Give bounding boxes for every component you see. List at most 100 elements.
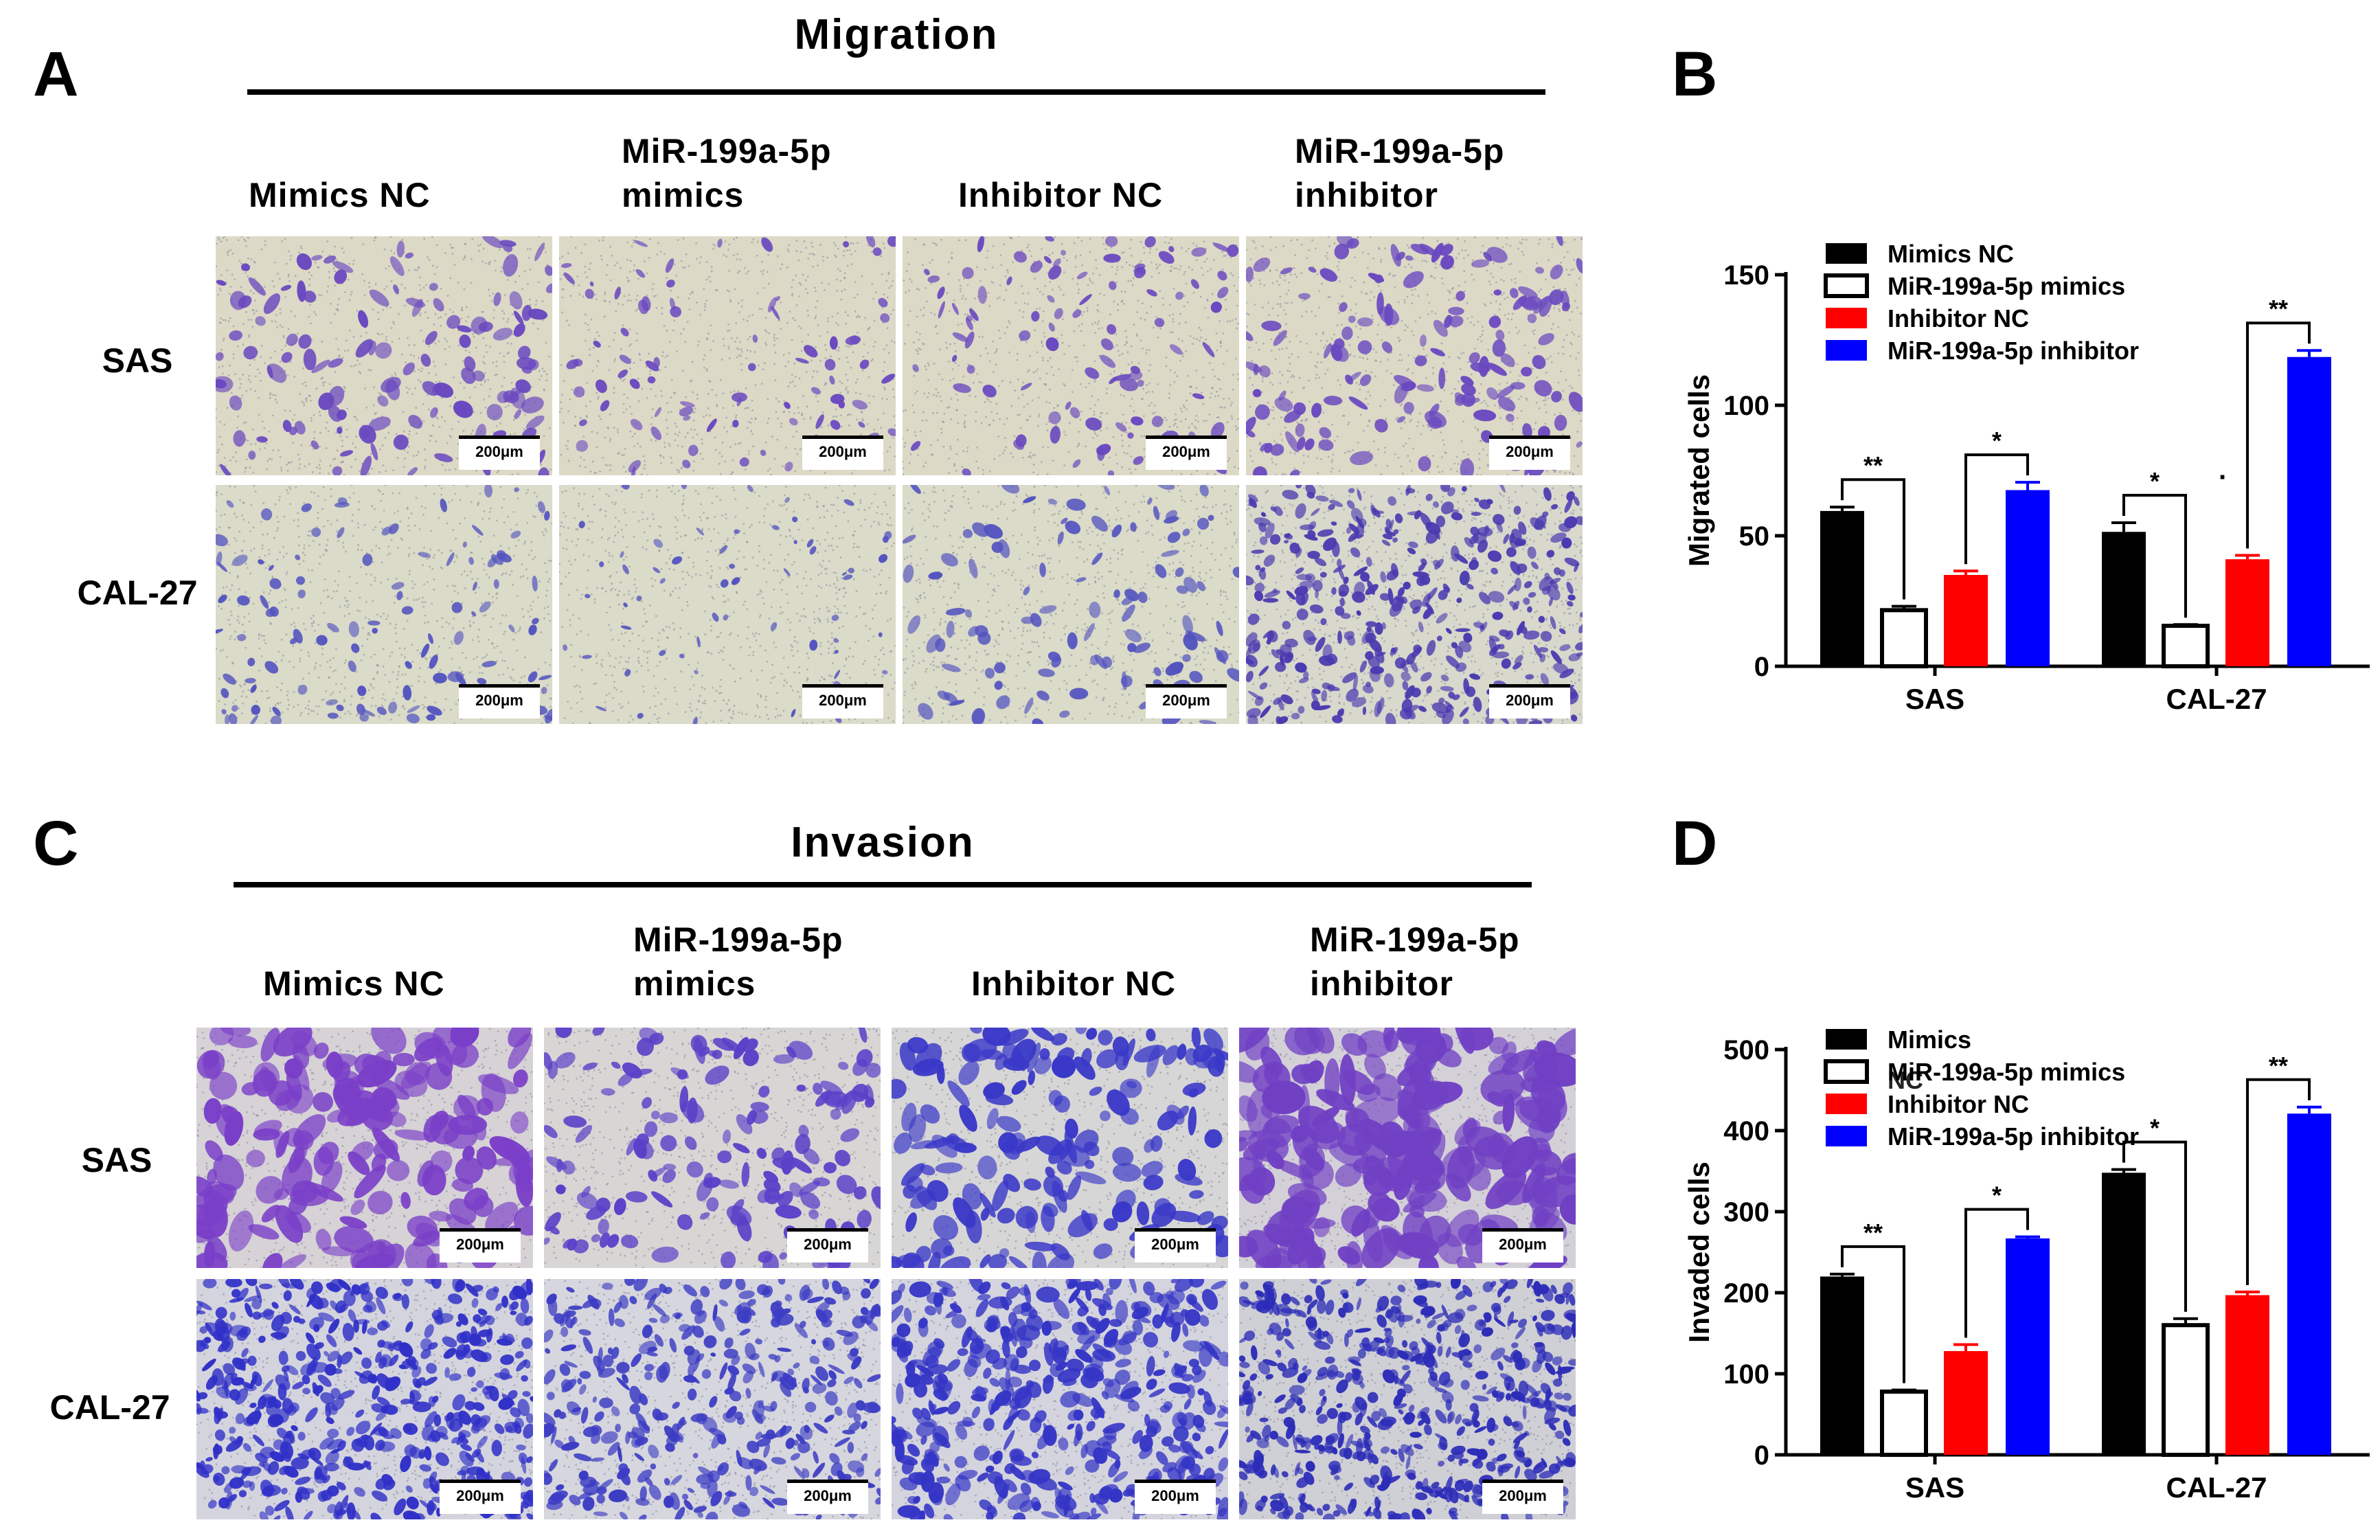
significance-bracket — [1841, 1245, 1905, 1383]
invasion-title: Invasion — [791, 819, 975, 866]
x-tick-label: SAS — [1905, 683, 1964, 715]
legend-label: MiR-199a-5p mimics — [1888, 1058, 2125, 1086]
legend-swatch — [1826, 1029, 1867, 1050]
stray-mark: · — [2219, 462, 2228, 492]
legend-label: MiR-199a-5p inhibitor — [1888, 337, 2139, 365]
legend-swatch — [1826, 340, 1867, 361]
micrograph-invasion-sas-mir-inhibitor: 200μm — [1239, 1028, 1576, 1268]
invasion-col-label-2: MiR-199a-5p mimics — [633, 920, 843, 1003]
micrograph-migration-cal27-inhibitor-nc: 200μm — [903, 485, 1239, 724]
micrograph-invasion-sas-inhibitor-nc: 200μm — [892, 1028, 1228, 1268]
legend-label: Inhibitor NC — [1888, 1090, 2029, 1118]
significance-label: * — [2150, 467, 2160, 495]
significance-bracket — [1964, 1208, 2029, 1338]
bar — [2287, 356, 2331, 666]
scale-bar: 200μm — [1489, 435, 1570, 470]
bar — [1820, 1276, 1864, 1455]
bar — [2225, 1295, 2269, 1455]
bar — [1880, 608, 1928, 668]
significance-label: ** — [2269, 1052, 2288, 1080]
y-tick-label: 150 — [1723, 260, 1769, 291]
legend-swatch — [1824, 273, 1869, 298]
micrograph-migration-cal27-mir-mimics: 200μm — [559, 485, 896, 724]
bar — [2225, 559, 2269, 666]
migration-row-label-sas: SAS — [102, 341, 173, 380]
scale-bar: 200μm — [440, 1480, 521, 1514]
legend-label: MiR-199a-5p inhibitor — [1888, 1122, 2139, 1151]
scale-bar: 200μm — [459, 435, 540, 470]
significance-bracket — [2246, 1078, 2311, 1285]
legend-swatch — [1826, 1094, 1867, 1114]
bar — [1944, 1350, 1988, 1455]
significance-bracket — [2122, 494, 2187, 618]
significance-bracket — [1841, 478, 1905, 600]
y-tick-label: 400 — [1723, 1116, 1769, 1146]
migration-col-label-4: MiR-199a-5p inhibitor — [1295, 132, 1505, 214]
x-tick-label: SAS — [1905, 1471, 1964, 1504]
micrograph-texture — [892, 1028, 1228, 1268]
y-tick-label: 50 — [1739, 521, 1770, 552]
migration-col-label-2: MiR-199a-5p mimics — [622, 132, 832, 214]
micrograph-texture — [1246, 236, 1583, 475]
scale-bar: 200μm — [1482, 1228, 1563, 1262]
significance-label: ** — [1863, 451, 1883, 479]
micrograph-invasion-cal27-mir-mimics: 200μm — [544, 1279, 881, 1519]
legend-swatch — [1824, 1059, 1869, 1084]
legend-swatch — [1826, 243, 1867, 264]
micrograph-invasion-sas-mir-mimics: 200μm — [544, 1028, 881, 1268]
scale-bar: 200μm — [1489, 684, 1570, 718]
panel-letter-a: A — [33, 39, 79, 109]
scale-bar: 200μm — [440, 1228, 521, 1262]
y-tick-label: 500 — [1723, 1035, 1769, 1065]
x-tick-label: CAL-27 — [2166, 1471, 2267, 1504]
scale-bar: 200μm — [1146, 684, 1227, 718]
legend-swatch — [1826, 308, 1867, 328]
micrograph-invasion-cal27-inhibitor-nc: 200μm — [892, 1279, 1228, 1519]
legend-swatch — [1826, 1126, 1867, 1146]
legend-label: Mimics NC — [1888, 240, 2014, 268]
significance-label: * — [1992, 427, 2002, 455]
significance-bracket — [1964, 453, 2029, 565]
micrograph-migration-sas-mimics-nc: 200μm — [216, 236, 552, 475]
micrograph-invasion-cal27-mimics-nc: 200μm — [196, 1279, 533, 1519]
invasion-row-label-sas: SAS — [81, 1141, 152, 1179]
bar — [1880, 1389, 1928, 1458]
legend-label: Mimics — [1888, 1026, 1971, 1054]
y-tick-label: 100 — [1723, 1359, 1769, 1390]
legend-label: Inhibitor NC — [1888, 304, 2029, 332]
bar — [1820, 510, 1864, 666]
panel-letter-b: B — [1672, 39, 1718, 109]
significance-bracket — [2246, 321, 2311, 549]
y-tick-label: 200 — [1723, 1278, 1769, 1309]
y-tick-label: 0 — [1754, 652, 1769, 682]
scale-bar: 200μm — [1146, 435, 1227, 470]
panel-letter-c: C — [33, 808, 79, 879]
y-axis-label: Migrated cells — [1683, 374, 1715, 567]
migration-row-label-cal27: CAL-27 — [77, 574, 198, 612]
migration-title: Migration — [794, 11, 999, 58]
migration-title-rule — [247, 89, 1545, 95]
scale-bar: 200μm — [787, 1228, 868, 1262]
micrograph-migration-cal27-mimics-nc: 200μm — [216, 485, 552, 724]
micrograph-texture — [1239, 1279, 1576, 1519]
significance-bracket — [2122, 1140, 2187, 1312]
micrograph-invasion-cal27-mir-inhibitor: 200μm — [1239, 1279, 1576, 1519]
scale-bar: 200μm — [1482, 1480, 1563, 1514]
bar — [1944, 575, 1988, 666]
invasion-col-label-3: Inhibitor NC — [971, 964, 1177, 1003]
micrograph-migration-sas-inhibitor-nc: 200μm — [903, 236, 1239, 475]
significance-label: ** — [2269, 295, 2288, 323]
x-tick-label: CAL-27 — [2166, 683, 2267, 715]
micrograph-migration-cal27-mir-inhibitor: 200μm — [1246, 485, 1583, 724]
scale-bar: 200μm — [1135, 1480, 1216, 1514]
significance-label: * — [1992, 1181, 2002, 1210]
micrograph-texture — [892, 1279, 1228, 1519]
micrograph-texture — [216, 236, 552, 475]
migration-col-label-3: Inhibitor NC — [958, 176, 1164, 214]
invasion-row-label-cal27: CAL-27 — [49, 1388, 170, 1427]
micrograph-migration-sas-mir-inhibitor: 200μm — [1246, 236, 1583, 475]
legend-overlap-text: NC — [1888, 1066, 1923, 1094]
micrograph-texture — [903, 236, 1239, 475]
